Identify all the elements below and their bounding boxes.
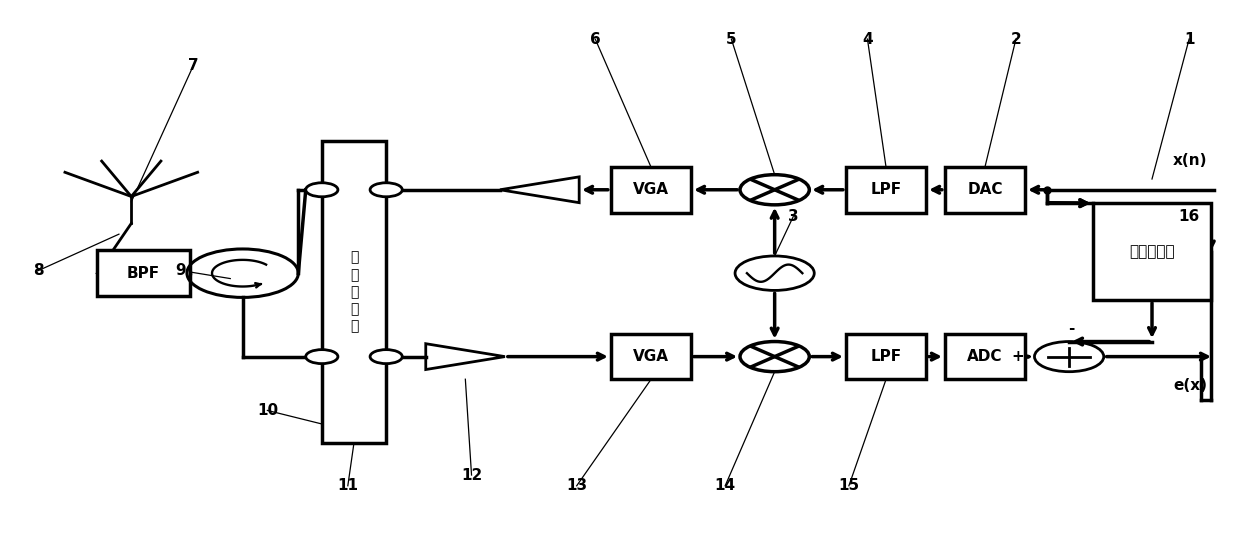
- Text: LPF: LPF: [870, 349, 901, 364]
- Text: 16: 16: [1178, 209, 1200, 224]
- Text: 7: 7: [187, 58, 198, 74]
- Text: 6: 6: [590, 31, 600, 47]
- Circle shape: [306, 349, 339, 364]
- Circle shape: [370, 349, 402, 364]
- FancyBboxPatch shape: [846, 167, 926, 213]
- Text: BPF: BPF: [128, 266, 160, 281]
- Text: 14: 14: [714, 478, 735, 493]
- FancyBboxPatch shape: [1094, 203, 1210, 300]
- Text: 2: 2: [1011, 31, 1022, 47]
- Text: DAC: DAC: [967, 182, 1003, 197]
- Text: VGA: VGA: [632, 349, 668, 364]
- FancyBboxPatch shape: [97, 250, 190, 296]
- Circle shape: [306, 183, 339, 197]
- FancyBboxPatch shape: [322, 141, 386, 443]
- Text: ADC: ADC: [967, 349, 1003, 364]
- Text: 8: 8: [33, 263, 43, 278]
- Text: VGA: VGA: [632, 182, 668, 197]
- Text: 5: 5: [727, 31, 737, 47]
- Text: 1: 1: [1184, 31, 1194, 47]
- FancyBboxPatch shape: [945, 167, 1025, 213]
- Text: 数字消除器: 数字消除器: [1130, 244, 1174, 259]
- Text: 15: 15: [838, 478, 859, 493]
- Text: 10: 10: [257, 403, 278, 418]
- FancyBboxPatch shape: [846, 334, 926, 379]
- Text: 4: 4: [862, 31, 873, 47]
- FancyBboxPatch shape: [611, 167, 691, 213]
- Text: 13: 13: [567, 478, 588, 493]
- Circle shape: [370, 183, 402, 197]
- Text: 12: 12: [461, 467, 482, 483]
- Text: 11: 11: [337, 478, 358, 493]
- Text: 3: 3: [787, 209, 799, 224]
- Text: +: +: [1012, 349, 1024, 364]
- Text: 9: 9: [176, 263, 186, 278]
- FancyBboxPatch shape: [611, 334, 691, 379]
- Text: 模
拟
消
除
器: 模 拟 消 除 器: [350, 250, 358, 334]
- Text: -: -: [1069, 321, 1075, 336]
- Text: e(x): e(x): [1174, 378, 1208, 393]
- Text: LPF: LPF: [870, 182, 901, 197]
- FancyBboxPatch shape: [945, 334, 1025, 379]
- Text: x(n): x(n): [1173, 153, 1208, 168]
